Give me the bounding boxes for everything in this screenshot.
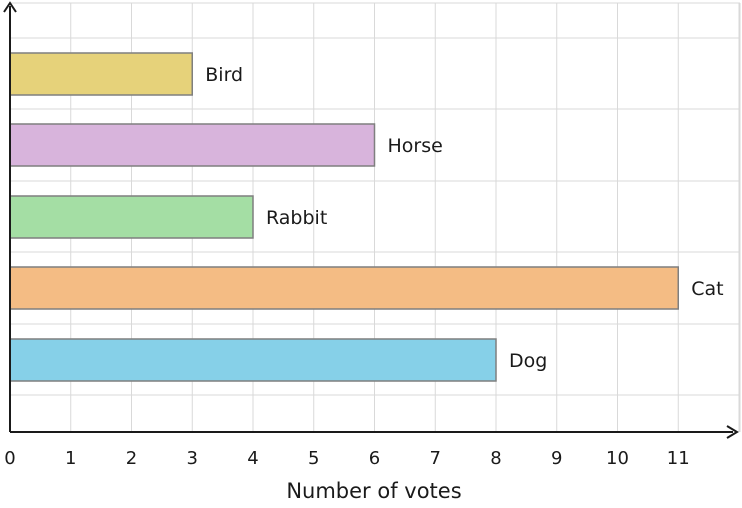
bar-label-dog: Dog [509,350,547,372]
x-tick-label: 3 [187,448,198,469]
bar-cat [9,266,679,310]
x-tick-label: 5 [308,448,319,469]
bar-label-bird: Bird [205,64,243,86]
x-tick-label: 11 [667,448,690,469]
bar-dog [9,338,497,382]
y-axis-arrow-icon [3,1,17,13]
bar-horse [9,123,376,167]
bar-label-rabbit: Rabbit [266,207,327,229]
x-tick-labels: 0 1 2 3 4 5 6 7 8 9 10 11 [4,448,689,469]
x-tick-label: 6 [369,448,380,469]
bar-label-cat: Cat [691,278,723,300]
bar-bird [9,52,193,96]
x-axis-title: Number of votes [286,479,461,503]
x-tick-label: 10 [606,448,629,469]
bars: Bird Horse Rabbit Cat Dog [9,52,724,382]
x-tick-label: 2 [126,448,137,469]
grid-lines [10,2,741,432]
x-tick-label: 1 [65,448,76,469]
x-tick-label: 0 [4,448,15,469]
x-tick-label: 4 [247,448,258,469]
bar-rabbit [9,195,254,239]
bar-label-horse: Horse [388,135,443,157]
x-tick-label: 8 [490,448,501,469]
axes [3,1,739,439]
x-tick-label: 7 [430,448,441,469]
x-axis-arrow-icon [726,425,739,439]
x-tick-label: 9 [551,448,562,469]
